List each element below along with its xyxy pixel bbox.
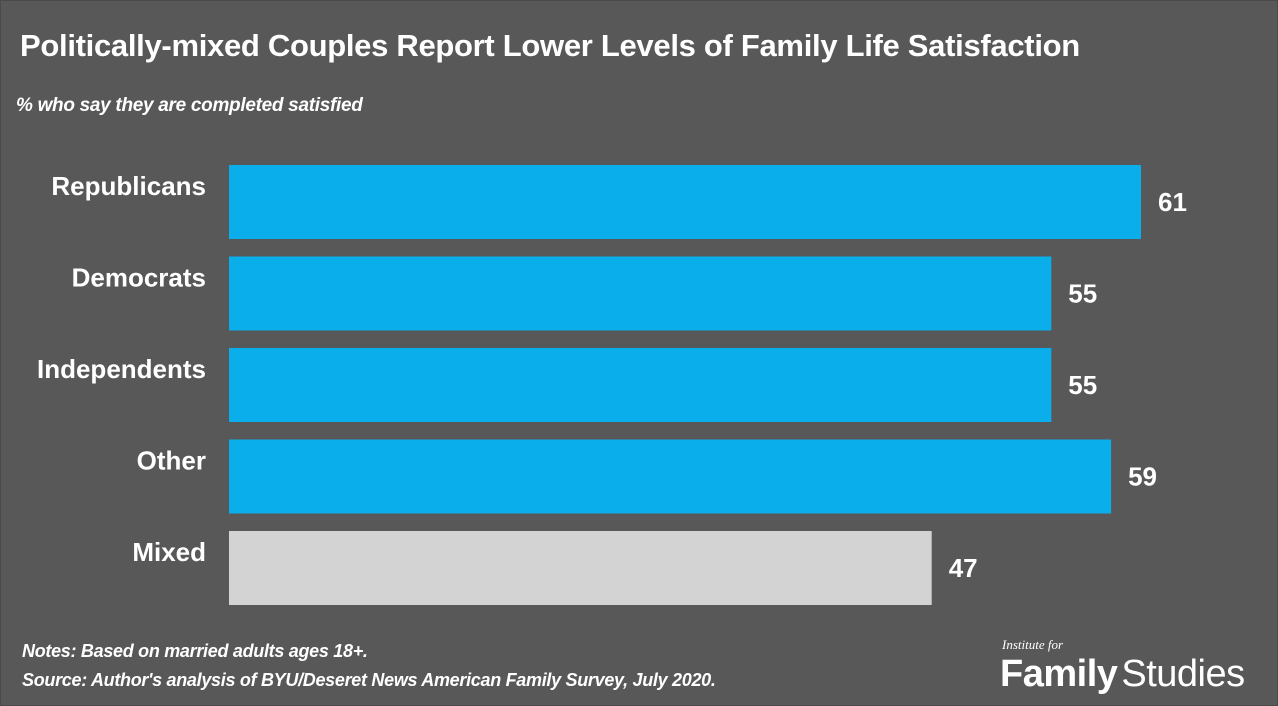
bar-mixed bbox=[229, 531, 932, 605]
logo-family: Family bbox=[1000, 653, 1118, 695]
logo-wordmark: Family Studies bbox=[1000, 653, 1245, 696]
value-label-independents: 55 bbox=[1068, 370, 1097, 400]
category-label-other: Other bbox=[137, 446, 206, 476]
bar-independents bbox=[229, 348, 1052, 422]
logo-institute-for: Institute for bbox=[1002, 637, 1064, 652]
chart-subtitle: % who say they are completed satisfied bbox=[16, 95, 363, 116]
category-label-democrats: Democrats bbox=[72, 263, 206, 293]
bar-republicans bbox=[229, 165, 1141, 239]
bars-group bbox=[229, 165, 1141, 605]
value-label-mixed: 47 bbox=[949, 553, 978, 583]
category-label-independents: Independents bbox=[37, 354, 206, 384]
bar-other bbox=[229, 439, 1112, 514]
notes-line: Notes: Based on married adults ages 18+. bbox=[22, 641, 368, 661]
category-label-republicans: Republicans bbox=[51, 171, 206, 201]
chart-title: Politically-mixed Couples Report Lower L… bbox=[20, 28, 1080, 63]
ifs-logo: Institute for Family Studies bbox=[1000, 637, 1264, 697]
source-line: Source: Author's analysis of BYU/Deseret… bbox=[22, 670, 716, 690]
value-labels: 61 55 55 59 47 bbox=[949, 187, 1187, 583]
bar-democrats bbox=[229, 256, 1052, 331]
chart-notes: Notes: Based on married adults ages 18+.… bbox=[22, 637, 716, 695]
category-label-mixed: Mixed bbox=[132, 537, 206, 567]
value-label-republicans: 61 bbox=[1158, 187, 1187, 217]
logo-studies: Studies bbox=[1121, 653, 1245, 695]
category-labels: Republicans Democrats Independents Other Mix… bbox=[37, 171, 206, 567]
value-label-other: 59 bbox=[1128, 462, 1157, 492]
value-label-democrats: 55 bbox=[1068, 279, 1097, 309]
